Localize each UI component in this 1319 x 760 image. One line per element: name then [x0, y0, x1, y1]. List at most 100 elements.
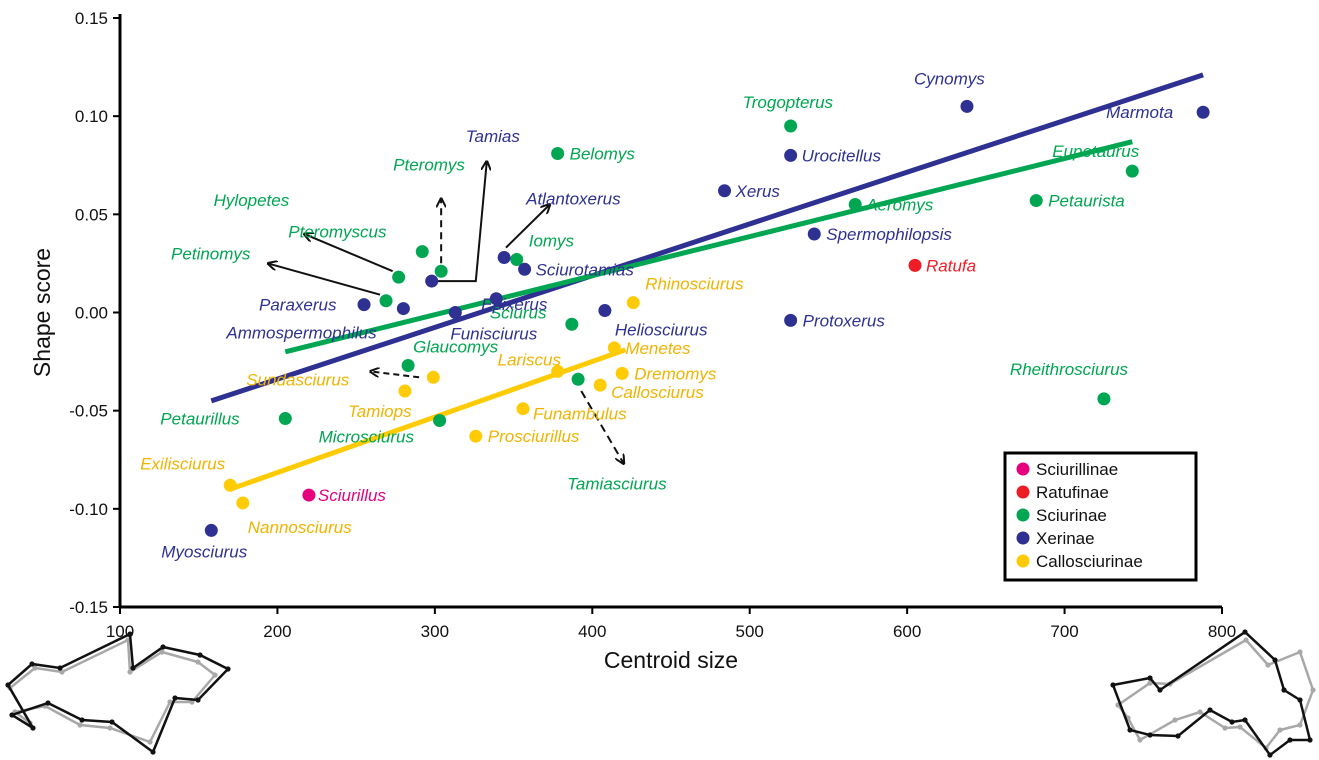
regression-line-sciurinae: [284, 139, 1133, 355]
left-shape-outline-black-node: [160, 644, 166, 650]
point-label-urocitellus: Urocitellus: [802, 146, 882, 165]
point-funisciurus: [448, 306, 462, 319]
arrow-hylopetes: [304, 234, 394, 273]
x-tick-label: 800: [1208, 622, 1236, 641]
point-label-iomys: Iomys: [529, 231, 575, 250]
point-label-funisciurus: Funisciurus: [450, 325, 537, 344]
point-sundasciurus: [426, 370, 440, 384]
left-shape-outline-gray-node: [195, 659, 201, 665]
point-spermophilopsis: [807, 227, 821, 241]
axes-layer: 100 200 300 400 500 600 700 800 0.15 0.10 0.05 0.00…: [29, 9, 1236, 673]
arrow-tamias: [431, 161, 487, 283]
arrow-petinomys: [268, 263, 381, 296]
right-shape-outline-black-node: [1157, 687, 1163, 693]
point-glaucomys: [401, 359, 415, 373]
left-shape-outline-gray-node: [212, 672, 218, 678]
x-tick-label: 700: [1050, 622, 1078, 641]
left-shape-outline-black-node: [45, 700, 51, 706]
legend-label-xerinae: Xerinae: [1036, 529, 1095, 548]
point-petinomys: [379, 294, 393, 308]
left-shape-outline-gray-node: [32, 665, 38, 671]
point-label-dremomys: Dremomys: [634, 364, 717, 383]
arrow-tamiasciurus: [580, 390, 624, 464]
x-tick-label: 300: [421, 622, 449, 641]
legend: Sciurillinae Ratufinae Sciurinae Xerinae Cal…: [1003, 451, 1198, 582]
x-tick-label: 100: [106, 622, 134, 641]
point-dremomys: [615, 366, 629, 380]
point-label-tamias: Tamias: [466, 127, 521, 146]
point-tamiops: [398, 384, 412, 398]
left-shape-outline-black-node: [225, 666, 231, 672]
point-rhinosciurus: [626, 296, 640, 310]
right-shape-outline-gray-node: [1310, 687, 1316, 693]
point-label-epixerus: Epixerus: [481, 295, 548, 314]
point-pteromys: [434, 264, 448, 278]
left-shape-outline-black-node: [150, 749, 156, 755]
left-shape-outline-black-node: [57, 665, 63, 671]
right-shape-outline-black-node: [1297, 697, 1303, 703]
point-label-sciurotamias: Sciurotamias: [536, 260, 635, 279]
point-menetes: [607, 341, 621, 355]
x-tick-label: 200: [263, 622, 291, 641]
left-shape-outline-black-node: [79, 717, 85, 723]
right-shape-outline-gray-node: [1243, 637, 1249, 643]
legend-marker-callosciurinae: [1016, 554, 1030, 568]
left-shape-outline-black-node: [130, 665, 136, 671]
point-xerus: [718, 184, 732, 198]
right-shape-outline-black-node: [1272, 657, 1278, 663]
right-shape-outline-gray: [1116, 638, 1315, 750]
left-shape-outline-black: [6, 632, 231, 754]
point-label-sciurus: Sciurus: [490, 303, 547, 322]
point-rheithrosciurus: [1097, 392, 1111, 406]
y-tick-label: 0.15: [75, 9, 108, 28]
x-tick-label: 400: [578, 622, 606, 641]
legend-marker-sciurillinae: [1016, 462, 1030, 476]
left-shape-outline-gray-node: [107, 725, 113, 731]
right-shape-outline-black-node: [1127, 727, 1133, 733]
y-tick-label: 0.05: [75, 205, 108, 224]
left-shape-outline-gray-node: [159, 649, 165, 655]
point-exilisciurus: [223, 478, 237, 492]
y-tick-label: 0.00: [75, 304, 108, 323]
left-shape-outline-black-node: [9, 712, 15, 718]
right-shape-outline-gray-node: [1277, 727, 1283, 733]
labels-layer: Sciurillus Ratufa Trogopterus Belomys Eupeta…: [140, 69, 1173, 561]
point-label-pteromys: Pteromys: [393, 155, 465, 174]
point-ammospermophilus: [396, 302, 410, 316]
point-label-rhinosciurus: Rhinosciurus: [645, 275, 744, 294]
point-heliosciurus: [598, 304, 612, 318]
right-shape-outline-gray-node: [1265, 662, 1271, 668]
y-tick-label: -0.05: [69, 402, 108, 421]
legend-marker-sciurinae: [1016, 508, 1030, 522]
point-ratufa: [908, 258, 922, 272]
y-tick-label: -0.15: [69, 598, 108, 617]
legend-box: [1003, 451, 1198, 582]
legend-marker-xerinae: [1016, 531, 1030, 545]
point-sciurillus: [302, 488, 316, 502]
left-shape-outline-gray-node: [127, 669, 133, 675]
point-cynomys: [960, 99, 974, 113]
right-shape-outline-gray-node: [1297, 722, 1303, 728]
point-label-petaurista: Petaurista: [1048, 192, 1125, 211]
point-label-menetes: Menetes: [625, 339, 691, 358]
point-label-spermophilopsis: Spermophilopsis: [826, 225, 952, 244]
left-shape-outline-gray: [8, 638, 217, 744]
x-tick-label: 600: [893, 622, 921, 641]
left-shape-outline-gray-node: [77, 722, 83, 728]
point-microsciurus: [433, 413, 447, 427]
point-sciurotamias: [518, 262, 532, 276]
y-tick-label: -0.10: [69, 500, 108, 519]
point-iomys: [510, 252, 524, 266]
point-label-trogopterus: Trogopterus: [743, 93, 834, 112]
left-shape-outline-gray-node: [167, 699, 173, 705]
left-shape-outline-black-node: [197, 652, 203, 658]
left-shape-outline-black-node: [30, 725, 36, 731]
right-shape-outline-black-node: [1229, 719, 1235, 725]
right-shape-outline-black-node: [1242, 629, 1248, 635]
left-shape-outline-gray-node: [147, 739, 153, 745]
right-shape-outline-black-node: [1147, 675, 1153, 681]
point-pteromyscus: [415, 245, 429, 259]
right-shape-outline-gray-node: [1197, 709, 1203, 715]
right-shape-outline-gray-node: [1172, 717, 1178, 723]
point-label-myosciurus: Myosciurus: [161, 542, 247, 561]
